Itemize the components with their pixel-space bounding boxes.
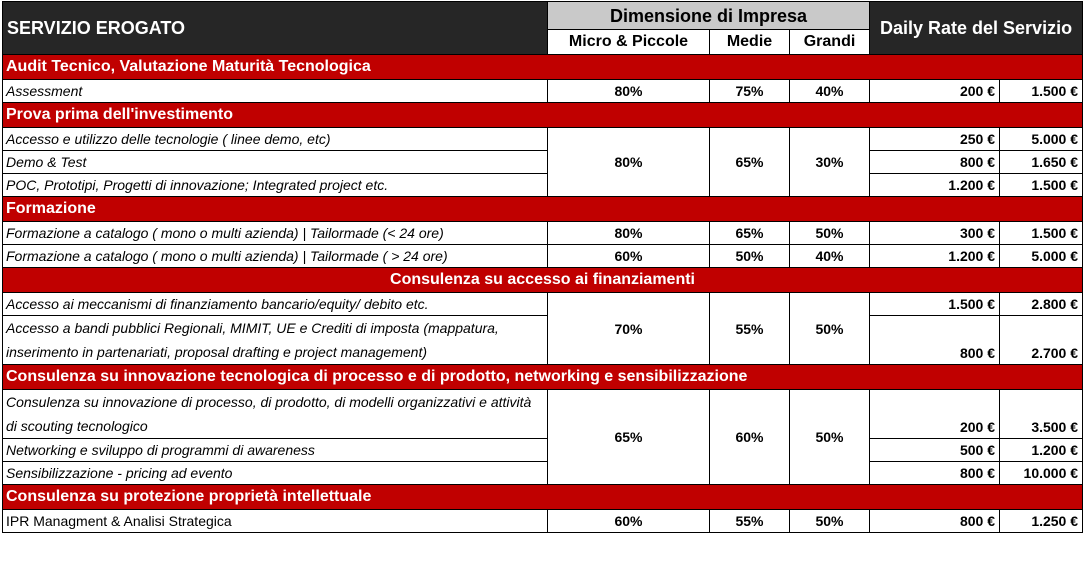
header-service: SERVIZIO EROGATO <box>2 1 548 55</box>
service-cell: Assessment <box>2 79 548 103</box>
rate-low: 800 € <box>869 150 1001 174</box>
rate-low: 800 € <box>869 315 1001 365</box>
header-grandi: Grandi <box>788 29 871 55</box>
services-rate-table: SERVIZIO EROGATO Dimensione di Impresa D… <box>1 1 1084 533</box>
rate-low: 200 € <box>869 79 1001 103</box>
rate-high: 1.200 € <box>999 438 1084 462</box>
rate-low: 500 € <box>869 438 1001 462</box>
section-header: Formazione <box>1 196 1084 222</box>
table-row: Formazione a catalogo ( mono o multi azi… <box>2 221 1084 245</box>
rate-high: 2.800 € <box>999 292 1084 316</box>
rate-low: 250 € <box>869 127 1001 151</box>
grandi-pct: 50% <box>788 389 871 485</box>
service-cell: IPR Managment & Analisi Strategica <box>2 509 548 533</box>
service-cell: Sensibilizzazione - pricing ad evento <box>2 461 548 485</box>
rate-high: 1.250 € <box>999 509 1084 533</box>
header-daily-rate: Daily Rate del Servizio <box>869 1 1084 55</box>
table-row: Formazione a catalogo ( mono o multi azi… <box>2 244 1084 268</box>
section-header: Audit Tecnico, Valutazione Maturità Tecn… <box>1 54 1084 80</box>
grandi-pct: 50% <box>788 292 871 365</box>
rate-low: 300 € <box>869 221 1001 245</box>
service-cell: Demo & Test <box>2 150 548 174</box>
section-header: Consulenza su innovazione tecnologica di… <box>1 364 1084 390</box>
micro-pct: 80% <box>547 79 710 103</box>
section-header: Prova prima dell'investimento <box>1 102 1084 128</box>
micro-pct: 60% <box>547 244 710 268</box>
service-cell: Accesso ai meccanismi di finanziamento b… <box>2 292 548 316</box>
table-row: Accesso ai meccanismi di finanziamento b… <box>2 292 1084 365</box>
grandi-pct: 30% <box>788 127 871 197</box>
micro-pct: 80% <box>547 127 710 197</box>
table-row: IPR Managment & Analisi Strategica 60% 5… <box>2 509 1084 533</box>
table-row: Consulenza su innovazione di processo, d… <box>2 389 1084 485</box>
medie-pct: 60% <box>709 389 790 485</box>
table-row: Accesso e utilizzo delle tecnologie ( li… <box>2 127 1084 197</box>
medie-pct: 50% <box>709 244 790 268</box>
rate-high: 1.650 € <box>999 150 1084 174</box>
table-row: Assessment 80% 75% 40% 200 € 1.500 € <box>2 79 1084 103</box>
rate-high: 5.000 € <box>999 127 1084 151</box>
micro-pct: 70% <box>547 292 710 365</box>
grandi-pct: 50% <box>788 221 871 245</box>
table-row: Networking e sviluppo di programmi di aw… <box>2 438 1084 462</box>
medie-pct: 65% <box>709 127 790 197</box>
service-cell: Accesso e utilizzo delle tecnologie ( li… <box>2 127 548 151</box>
rate-low: 800 € <box>869 509 1001 533</box>
rate-high: 10.000 € <box>999 461 1084 485</box>
service-cell: Formazione a catalogo ( mono o multi azi… <box>2 244 548 268</box>
rate-low: 800 € <box>869 461 1001 485</box>
service-cell: Formazione a catalogo ( mono o multi azi… <box>2 221 548 245</box>
rate-high: 3.500 € <box>999 389 1084 439</box>
table-row: POC, Prototipi, Progetti di innovazione;… <box>2 173 1084 197</box>
rate-low: 1.200 € <box>869 173 1001 197</box>
rate-low: 200 € <box>869 389 1001 439</box>
micro-pct: 65% <box>547 389 710 485</box>
table-row: Demo & Test 800 € 1.650 € <box>2 150 1084 174</box>
service-cell: Networking e sviluppo di programmi di aw… <box>2 438 548 462</box>
section-header: Consulenza su protezione proprietà intel… <box>1 484 1084 510</box>
rate-low: 1.500 € <box>869 292 1001 316</box>
grandi-pct: 40% <box>788 79 871 103</box>
table-row: Sensibilizzazione - pricing ad evento 80… <box>2 461 1084 485</box>
header-medie: Medie <box>709 29 790 55</box>
medie-pct: 55% <box>709 509 790 533</box>
grandi-pct: 50% <box>788 509 871 533</box>
rate-high: 5.000 € <box>999 244 1084 268</box>
rate-high: 2.700 € <box>999 315 1084 365</box>
micro-pct: 60% <box>547 509 710 533</box>
medie-pct: 55% <box>709 292 790 365</box>
medie-pct: 65% <box>709 221 790 245</box>
service-cell: POC, Prototipi, Progetti di innovazione;… <box>2 173 548 197</box>
rate-low: 1.200 € <box>869 244 1001 268</box>
service-cell: Accesso a bandi pubblici Regionali, MIMI… <box>2 315 548 365</box>
header-micro: Micro & Piccole <box>547 29 710 55</box>
rate-high: 1.500 € <box>999 221 1084 245</box>
service-cell: Consulenza su innovazione di processo, d… <box>2 389 548 439</box>
grandi-pct: 40% <box>788 244 871 268</box>
micro-pct: 80% <box>547 221 710 245</box>
medie-pct: 75% <box>709 79 790 103</box>
table-row: Accesso a bandi pubblici Regionali, MIMI… <box>2 315 1084 365</box>
rate-high: 1.500 € <box>999 79 1084 103</box>
section-header: Consulenza su accesso ai finanziamenti <box>1 267 1084 293</box>
rate-high: 1.500 € <box>999 173 1084 197</box>
header-company-size: Dimensione di Impresa <box>546 1 871 30</box>
